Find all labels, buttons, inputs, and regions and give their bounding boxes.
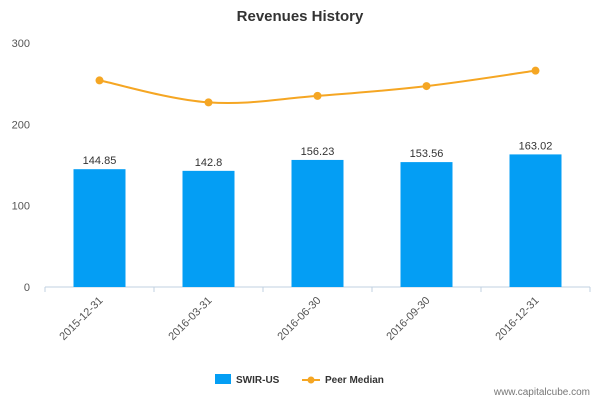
bar-value-label: 156.23: [301, 146, 335, 158]
line-point: [313, 91, 322, 100]
bar-value-label: 144.85: [83, 155, 117, 167]
legend-marker-peer-median: [307, 376, 315, 384]
bar: [291, 159, 344, 287]
legend-label-swir-us: SWIR-US: [236, 375, 280, 386]
legend-swatch-swir-us: [215, 374, 231, 384]
x-tick-label: 2016-06-30: [275, 295, 323, 343]
bar-value-label: 142.8: [195, 157, 223, 169]
bar: [509, 154, 562, 287]
y-tick-label: 300: [12, 38, 30, 50]
line-series: [95, 66, 540, 107]
y-axis: 0 100 200 300: [12, 38, 30, 294]
chart-title: Revenues History: [237, 8, 364, 25]
line-point: [422, 82, 431, 91]
line-point: [204, 98, 213, 107]
line-point: [95, 76, 104, 85]
x-axis: 2015-12-31 2016-03-31 2016-06-30 2016-09-30…: [44, 286, 591, 343]
legend-label-peer-median: Peer Median: [325, 375, 384, 386]
x-tick-label: 2016-12-31: [493, 295, 541, 343]
bar-value-label: 163.02: [519, 140, 553, 152]
x-tick-label: 2015-12-31: [57, 295, 105, 343]
y-tick-label: 200: [12, 119, 30, 131]
source-footer: www.capitalcube.com: [493, 387, 590, 398]
line-point: [531, 66, 540, 75]
legend: SWIR-US Peer Median: [215, 374, 384, 386]
bar: [400, 162, 453, 287]
x-tick-label: 2016-09-30: [384, 295, 432, 343]
bar-value-label: 153.56: [410, 148, 444, 160]
x-tick-label: 2016-03-31: [166, 295, 214, 343]
bar-series: 144.85 142.8 156.23 153.56 163.02: [73, 140, 562, 287]
y-tick-label: 100: [12, 201, 30, 213]
bar: [182, 170, 235, 287]
y-tick-label: 0: [24, 282, 30, 294]
bar: [73, 169, 126, 287]
